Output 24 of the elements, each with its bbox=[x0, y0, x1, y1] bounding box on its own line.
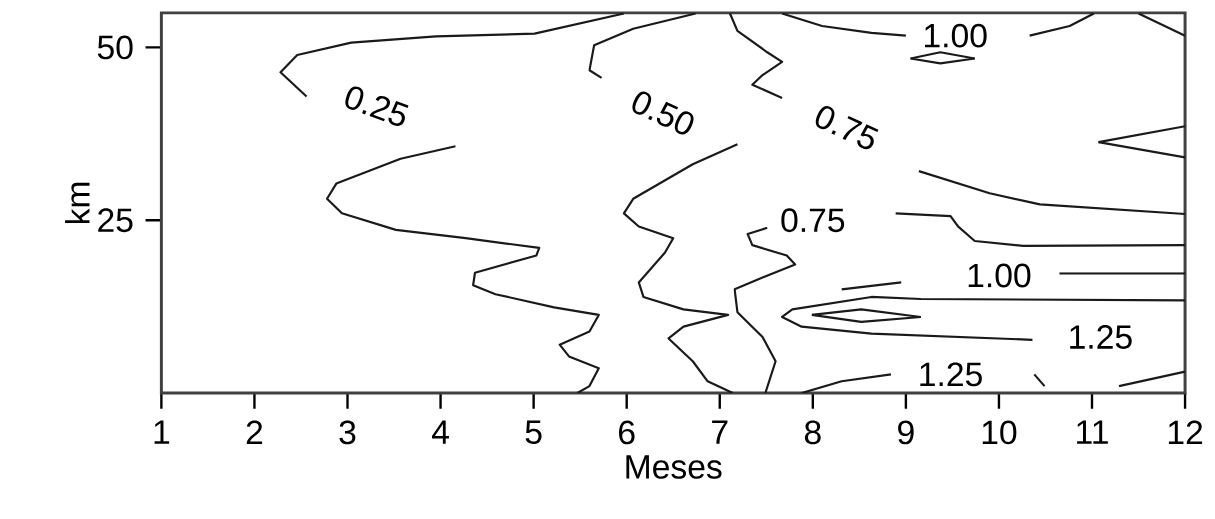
annotation: 1.25 bbox=[920, 362, 982, 387]
x-tick-label: 5 bbox=[525, 420, 542, 445]
annotation: 0.25 bbox=[345, 86, 409, 127]
annotation: 0.75 bbox=[815, 106, 879, 150]
x-axis-title: Meses bbox=[626, 455, 722, 479]
x-tick-label: 11 bbox=[1077, 420, 1108, 444]
x-tick-label: 1 bbox=[154, 420, 170, 444]
annotation: 1.00 bbox=[968, 263, 1031, 288]
x-tick-label: 12 bbox=[1168, 420, 1203, 445]
x-tick-label: 8 bbox=[804, 420, 821, 445]
annotation: 0.75 bbox=[781, 208, 845, 233]
annotation: 1.25 bbox=[1070, 325, 1132, 350]
y-tick-label: 50 bbox=[97, 35, 133, 60]
annotation: 1.00 bbox=[925, 23, 987, 48]
x-tick-label: 4 bbox=[431, 420, 449, 444]
x-tick-label: 6 bbox=[619, 420, 635, 445]
y-tick-label: 25 bbox=[98, 208, 133, 233]
x-tick-label: 10 bbox=[982, 420, 1017, 445]
x-tick-label: 3 bbox=[339, 420, 356, 445]
x-tick-label: 7 bbox=[712, 420, 728, 444]
annotation: 0.50 bbox=[632, 91, 694, 135]
x-tick-label: 2 bbox=[246, 420, 263, 445]
y-axis-title: km bbox=[65, 182, 90, 224]
x-tick-label: 9 bbox=[898, 420, 914, 445]
